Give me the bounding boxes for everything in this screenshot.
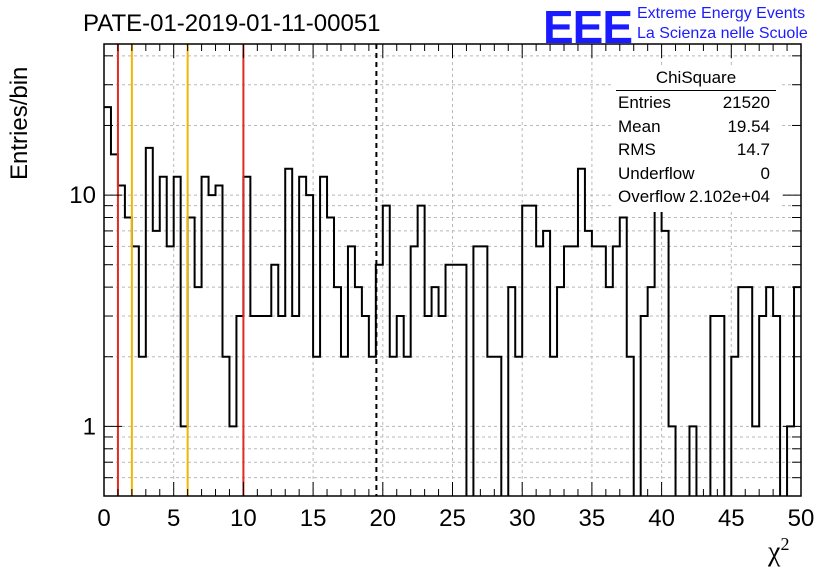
eee-logo-text: Extreme Energy Events La Scienza nelle S…	[637, 4, 808, 44]
x-tick-label: 35	[579, 505, 606, 532]
stats-value: 21520	[722, 93, 770, 112]
stats-row-mean: Mean 19.54	[612, 115, 780, 139]
x-tick-label: 25	[439, 505, 466, 532]
x-tick-label: 15	[300, 505, 327, 532]
x-tick-label: 40	[648, 505, 675, 532]
stats-row-overflow: Overflow 2.102e+04	[612, 185, 780, 209]
stats-value: 14.7	[736, 140, 770, 159]
stats-label: Overflow	[618, 187, 686, 206]
stats-box: ChiSquare Entries 21520 Mean 19.54 RMS 14.7…	[612, 66, 780, 212]
x-tick-label: 30	[509, 505, 536, 532]
stats-title: ChiSquare	[616, 66, 776, 91]
x-tick-label: 0	[97, 505, 110, 532]
chart-title: PATE-01-2019-01-11-00051	[83, 10, 381, 37]
x-tick-label: 10	[230, 505, 257, 532]
stats-label: Mean	[618, 116, 661, 136]
reference-lines	[116, 44, 378, 496]
stats-value: 2.102e+04	[689, 187, 770, 206]
x-axis-label: χ2	[768, 534, 790, 568]
x-tick-label: 50	[788, 505, 815, 532]
axes: 0 5 10 15 20 25 30 35 40 45 50 1 10	[69, 43, 815, 532]
x-tick-label: 5	[167, 505, 180, 532]
stats-value: 0	[760, 163, 770, 183]
x-tick-label: 20	[369, 505, 396, 532]
stats-value: 19.54	[727, 116, 770, 136]
y-axis-label: Entries/bin	[6, 66, 33, 180]
histogram-line	[104, 106, 801, 496]
eee-line1: Extreme Energy Events	[637, 5, 806, 22]
stats-label: Underflow	[618, 163, 695, 183]
y-tick-label: 10	[69, 182, 96, 209]
stats-label: RMS	[618, 140, 656, 159]
stats-row-underflow: Underflow 0	[612, 162, 780, 186]
histogram-series	[104, 106, 801, 496]
stats-label: Entries	[618, 93, 671, 112]
x-tick-label: 45	[718, 505, 745, 532]
stats-row-rms: RMS 14.7	[612, 138, 780, 162]
y-tick-label: 1	[83, 413, 96, 440]
eee-logo: EEE	[543, 1, 633, 53]
eee-line2: La Scienza nelle Scuole	[637, 25, 808, 42]
stats-row-entries: Entries 21520	[612, 91, 780, 115]
